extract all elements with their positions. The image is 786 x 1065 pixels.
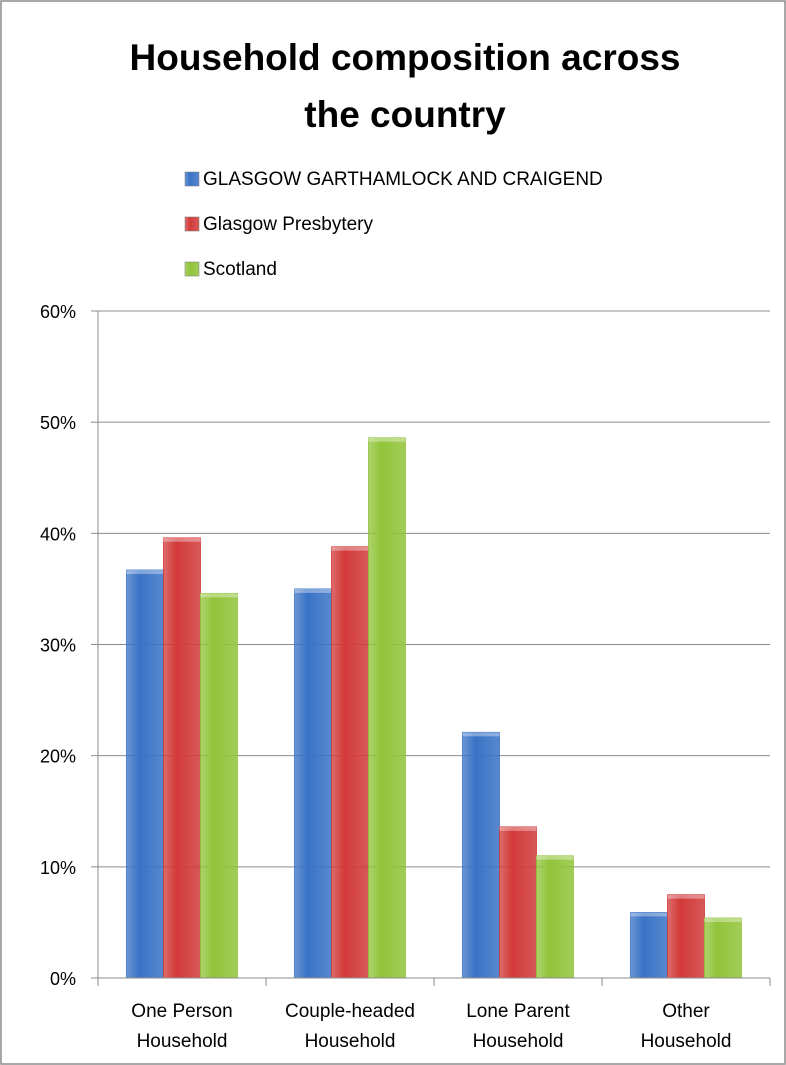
x-category-label: One Person Household — [131, 1001, 232, 1052]
bar-top-highlight — [368, 437, 406, 442]
y-tick-label: 10% — [40, 858, 76, 878]
bars — [126, 437, 742, 979]
bar — [536, 855, 574, 979]
x-category-label: Couple-headed Household — [285, 1001, 415, 1052]
chart-title-line-1: Household composition across — [130, 37, 681, 78]
bar-top-highlight — [704, 917, 742, 922]
bar — [462, 731, 500, 979]
legend-label: GLASGOW GARTHAMLOCK AND CRAIGEND — [203, 169, 603, 190]
bar — [163, 537, 201, 979]
y-tick-label: 30% — [40, 636, 76, 656]
bar-top-highlight — [200, 593, 238, 598]
bar-top-highlight — [630, 912, 668, 917]
legend: GLASGOW GARTHAMLOCK AND CRAIGEND Glasgow … — [184, 169, 603, 280]
bar — [200, 592, 238, 979]
x-category-label: Lone Parent Household — [466, 1001, 570, 1052]
bar — [499, 826, 537, 979]
chart-title-line-2: the country — [304, 94, 506, 135]
y-tick-label: 20% — [40, 747, 76, 767]
bar-top-highlight — [462, 732, 500, 737]
x-category-label: Other Household — [641, 1001, 732, 1052]
legend-swatch — [184, 261, 200, 277]
legend-label: Glasgow Presbytery — [203, 214, 374, 235]
x-axis: One Person Household Couple-headed Househol… — [97, 977, 771, 1052]
bar-top-highlight — [163, 537, 201, 542]
chart-title: Household composition across the country — [130, 37, 681, 135]
bar — [294, 588, 332, 979]
bar-top-highlight — [536, 855, 574, 860]
y-axis: 0% 10% 20% 30% 40% 50% 60% — [40, 302, 99, 989]
bar-top-highlight — [667, 894, 705, 899]
bar-top-highlight — [331, 546, 369, 551]
bar — [126, 569, 164, 979]
legend-swatch — [184, 171, 200, 187]
y-tick-label: 50% — [40, 413, 76, 433]
bar — [667, 894, 705, 979]
y-tick-label: 60% — [40, 302, 76, 322]
bar — [630, 912, 668, 979]
bar — [704, 917, 742, 979]
bar — [368, 437, 406, 979]
bar-top-highlight — [126, 570, 164, 575]
bar-top-highlight — [294, 588, 332, 593]
legend-swatch — [184, 216, 200, 232]
bar-top-highlight — [499, 826, 537, 831]
y-tick-label: 40% — [40, 524, 76, 544]
y-tick-label: 0% — [50, 969, 76, 989]
legend-label: Scotland — [203, 259, 277, 280]
bar — [331, 546, 369, 979]
